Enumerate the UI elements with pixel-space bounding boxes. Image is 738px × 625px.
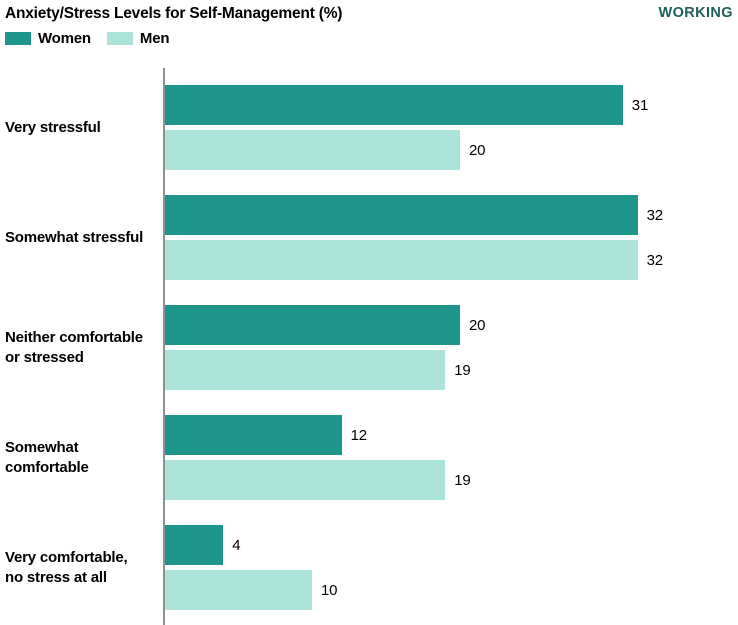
bar-row-women: 4	[164, 525, 738, 565]
bar-pair: 32 32	[164, 195, 738, 280]
value-label: 31	[631, 96, 649, 114]
legend: Women Men	[0, 23, 738, 47]
legend-item-women: Women	[5, 30, 91, 47]
category-label: Neither comfortable or stressed	[5, 329, 143, 366]
bar-chart: Very stressful 31 20 Somewhat stressful 32 32…	[0, 68, 738, 625]
category-label: Very stressful	[5, 118, 101, 136]
bar-row-women: 32	[164, 195, 738, 235]
bar-men	[164, 240, 638, 280]
bar-women	[164, 415, 342, 455]
bar-men	[164, 130, 460, 170]
bar-row-men: 19	[164, 350, 738, 390]
bar-group: Somewhat comfortable 12 19	[0, 415, 738, 500]
value-label: 32	[646, 251, 664, 269]
y-axis-line	[163, 68, 165, 625]
bar-groups: Very stressful 31 20 Somewhat stressful 32 32…	[0, 85, 738, 610]
bar-pair: 31 20	[164, 85, 738, 170]
category-label: Very comfortable, no stress at all	[5, 549, 128, 586]
bar-row-women: 20	[164, 305, 738, 345]
bar-row-men: 10	[164, 570, 738, 610]
value-label: 20	[469, 316, 486, 334]
value-label: 32	[646, 206, 664, 224]
bar-row-men: 19	[164, 460, 738, 500]
legend-item-men: Men	[106, 30, 170, 47]
bar-group: Neither comfortable or stressed 20 19	[0, 305, 738, 390]
bar-pair: 12 19	[164, 415, 738, 500]
legend-swatch-men	[106, 32, 133, 45]
value-label: 19	[454, 361, 471, 379]
bar-row-women: 12	[164, 415, 738, 455]
bar-group: Very stressful 31 20	[0, 85, 738, 170]
bar-pair: 20 19	[164, 305, 738, 390]
bar-men	[164, 570, 312, 610]
value-label: 12	[350, 426, 368, 444]
bar-women	[164, 305, 460, 345]
value-label: 19	[454, 471, 471, 489]
legend-label-men: Men	[139, 30, 170, 47]
bar-group: Very comfortable, no stress at all 4 10	[0, 525, 738, 610]
bar-group: Somewhat stressful 32 32	[0, 195, 738, 280]
bar-row-women: 31	[164, 85, 738, 125]
value-label: 10	[321, 581, 338, 599]
bar-men	[164, 460, 446, 500]
chart-title: Anxiety/Stress Levels for Self-Managemen…	[5, 5, 343, 22]
bar-women	[164, 85, 623, 125]
bar-women	[164, 195, 638, 235]
bar-row-men: 32	[164, 240, 738, 280]
legend-label-women: Women	[38, 30, 91, 47]
value-label: 4	[232, 536, 241, 554]
chart-header: Anxiety/Stress Levels for Self-Managemen…	[0, 0, 738, 23]
bar-row-men: 20	[164, 130, 738, 170]
category-label: Somewhat stressful	[5, 228, 144, 246]
bar-women	[164, 525, 224, 565]
working-tag: WORKING	[658, 5, 733, 21]
legend-swatch-women	[5, 32, 31, 45]
bar-men	[164, 350, 446, 390]
bar-pair: 4 10	[164, 525, 738, 610]
value-label: 20	[469, 141, 486, 159]
category-label: Somewhat comfortable	[5, 439, 89, 476]
